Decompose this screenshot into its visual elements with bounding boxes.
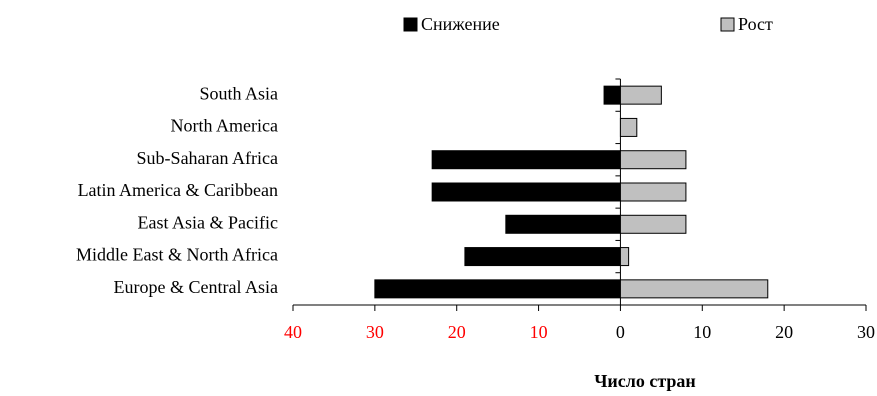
x-tick-label: 0: [616, 322, 625, 342]
x-tick-label: 10: [530, 322, 548, 342]
bar: [619, 117, 638, 137]
bar: [619, 182, 687, 202]
bar: [464, 247, 621, 267]
y-tick-label: South Asia: [199, 83, 278, 103]
legend-swatch: [403, 17, 418, 32]
x-tick-label: 20: [775, 322, 793, 342]
bar: [619, 150, 687, 170]
legend-swatch: [720, 17, 735, 32]
bar: [505, 214, 621, 234]
bar: [619, 214, 687, 234]
bar: [431, 150, 621, 170]
y-tick-label: North America: [171, 116, 278, 136]
x-tick-label: 10: [693, 322, 711, 342]
bar: [619, 247, 630, 267]
bar: [619, 279, 769, 299]
legend-label: Снижение: [421, 14, 500, 34]
x-tick-label: 30: [857, 322, 875, 342]
y-tick-label: Middle East & North Africa: [76, 245, 278, 265]
x-axis-title: Число стран: [594, 371, 696, 391]
x-tick-label: 20: [448, 322, 466, 342]
bar: [619, 85, 662, 105]
bar: [431, 182, 621, 202]
bar: [603, 85, 621, 105]
y-tick-label: Europe & Central Asia: [114, 277, 278, 297]
x-tick-label: 30: [366, 322, 384, 342]
y-tick-label: Sub-Saharan Africa: [137, 148, 278, 168]
legend-label: Рост: [738, 14, 773, 34]
y-tick-label: East Asia & Pacific: [138, 212, 278, 232]
x-tick-label: 40: [284, 322, 302, 342]
y-tick-label: Latin America & Caribbean: [78, 180, 278, 200]
bar: [374, 279, 621, 299]
